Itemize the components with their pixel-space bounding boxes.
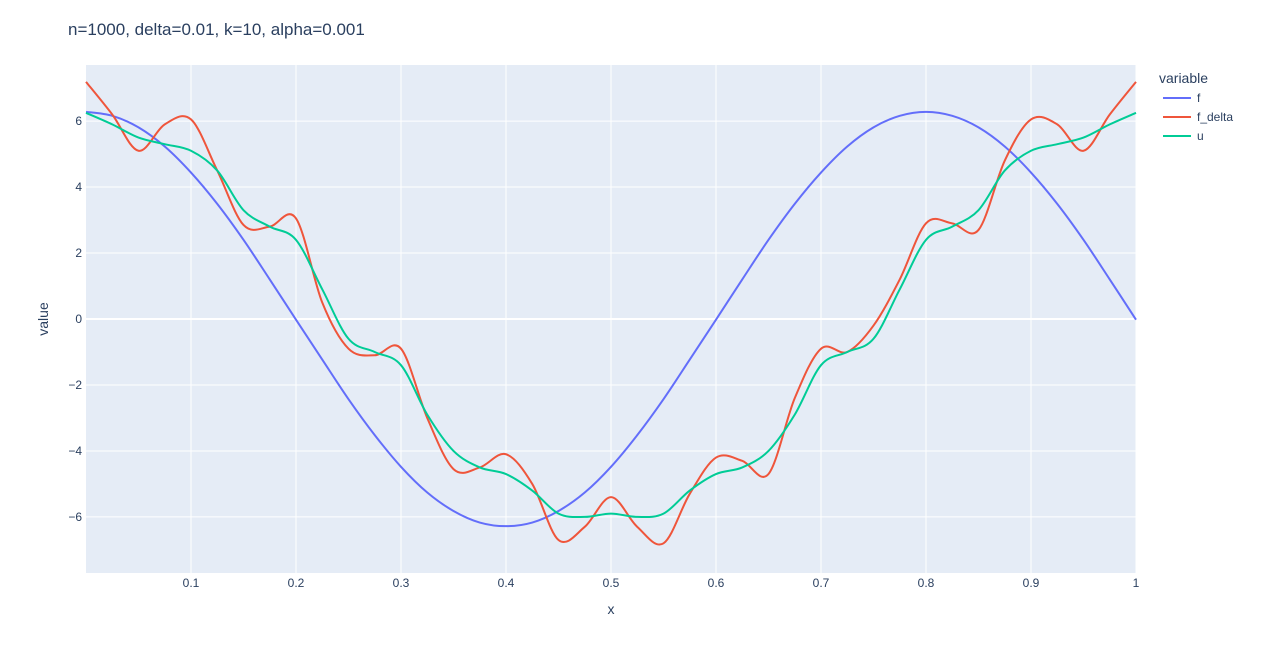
y-tick-label: 6 <box>75 114 82 128</box>
y-axis-title: value <box>35 302 51 336</box>
legend-label: f <box>1197 91 1201 105</box>
x-tick-label: 1 <box>1133 576 1140 590</box>
series-line-u <box>85 111 1137 519</box>
legend-title: variable <box>1159 70 1208 86</box>
series-layer <box>85 81 1137 546</box>
y-tick-label: 4 <box>75 180 82 194</box>
x-tick-label: 0.6 <box>708 576 725 590</box>
legend-label: f_delta <box>1197 110 1233 124</box>
x-tick-label: 0.4 <box>498 576 515 590</box>
x-axis-ticks: 0.1 0.2 0.3 0.4 0.5 0.6 0.7 0.8 0.9 1 <box>183 576 1140 590</box>
y-tick-label: −2 <box>68 378 82 392</box>
y-tick-label: −4 <box>68 444 82 458</box>
y-tick-label: 0 <box>75 312 82 326</box>
chart-title: n=1000, delta=0.01, k=10, alpha=0.001 <box>68 20 365 39</box>
x-tick-label: 0.9 <box>1023 576 1040 590</box>
x-tick-label: 0.3 <box>393 576 410 590</box>
x-axis-title: x <box>608 601 615 617</box>
x-tick-label: 0.5 <box>603 576 620 590</box>
y-tick-label: 2 <box>75 246 82 260</box>
x-tick-label: 0.8 <box>918 576 935 590</box>
x-tick-label: 0.2 <box>288 576 305 590</box>
x-tick-label: 0.7 <box>813 576 830 590</box>
y-axis-ticks: −6 −4 −2 0 2 4 6 <box>68 114 82 524</box>
legend-item[interactable]: f <box>1163 91 1201 105</box>
series-line-f-delta <box>85 81 1137 546</box>
legend-label: u <box>1197 129 1204 143</box>
x-tick-label: 0.1 <box>183 576 200 590</box>
legend-item[interactable]: u <box>1163 129 1204 143</box>
y-tick-label: −6 <box>68 510 82 524</box>
series-line-f <box>85 110 1137 528</box>
legend-item[interactable]: f_delta <box>1163 110 1233 124</box>
